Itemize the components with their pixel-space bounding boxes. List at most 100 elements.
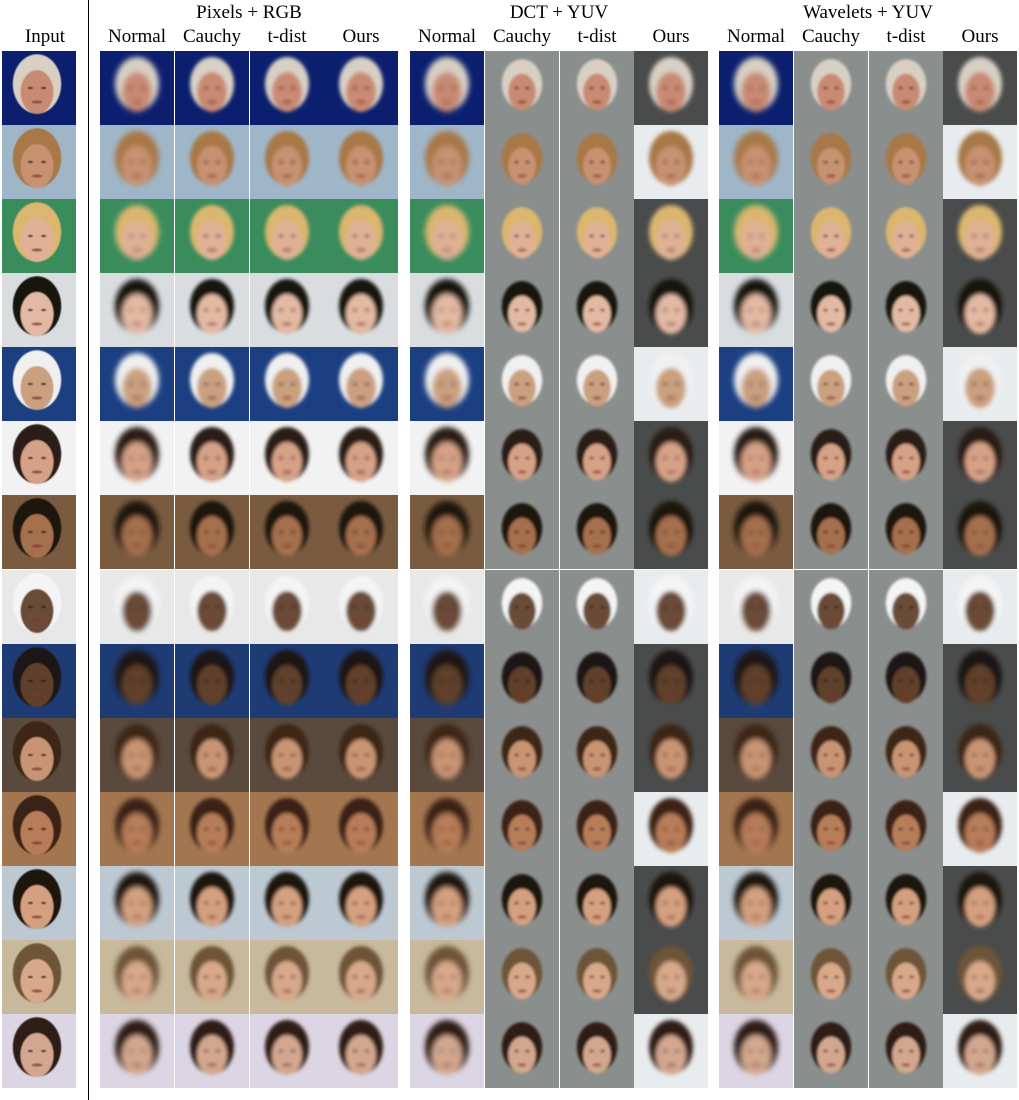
reconstruction-cell <box>324 199 398 273</box>
face-image <box>634 718 708 792</box>
reconstruction-cell <box>634 792 708 866</box>
face-image <box>794 866 868 940</box>
face-image <box>100 1014 174 1088</box>
face-image <box>719 199 793 273</box>
face-image <box>100 199 174 273</box>
face-image <box>250 866 324 940</box>
face-image <box>250 273 324 347</box>
reconstruction-cell <box>324 421 398 495</box>
reconstruction-cell <box>485 644 559 718</box>
reconstruction-cell <box>250 199 324 273</box>
face-image <box>560 1014 634 1088</box>
reconstruction-cell <box>324 718 398 792</box>
column-label: Cauchy <box>801 26 861 47</box>
face-image <box>100 125 174 199</box>
reconstruction-cell <box>250 1014 324 1088</box>
reconstruction-cell <box>100 347 174 421</box>
face-image <box>719 347 793 421</box>
reconstruction-cell <box>324 1014 398 1088</box>
face-image <box>175 421 249 495</box>
reconstruction-cell <box>410 421 484 495</box>
reconstruction-cell <box>634 125 708 199</box>
reconstruction-cell <box>100 495 174 569</box>
face-image <box>410 273 484 347</box>
face-image <box>634 1014 708 1088</box>
reconstruction-cell <box>485 1014 559 1088</box>
face-image <box>794 125 868 199</box>
reconstruction-cell <box>719 273 793 347</box>
reconstruction-cell <box>175 718 249 792</box>
face-image <box>2 1014 76 1088</box>
reconstruction-cell <box>869 644 943 718</box>
face-image <box>324 644 398 718</box>
face-image <box>2 199 76 273</box>
face-image <box>175 866 249 940</box>
reconstruction-cell <box>560 866 634 940</box>
reconstruction-cell <box>719 792 793 866</box>
reconstruction-cell <box>719 51 793 125</box>
reconstruction-cell <box>869 495 943 569</box>
reconstruction-cell <box>794 273 868 347</box>
reconstruction-cell <box>560 940 634 1014</box>
reconstruction-cell <box>410 273 484 347</box>
reconstruction-cell <box>634 199 708 273</box>
reconstruction-cell <box>250 421 324 495</box>
face-image <box>2 866 76 940</box>
reconstruction-cell <box>324 347 398 421</box>
input-face-cell <box>2 1014 76 1088</box>
reconstruction-cell <box>100 570 174 644</box>
reconstruction-cell <box>250 940 324 1014</box>
face-image <box>719 273 793 347</box>
reconstruction-cell <box>410 866 484 940</box>
face-image <box>719 940 793 1014</box>
reconstruction-cell <box>175 125 249 199</box>
face-image <box>869 718 943 792</box>
reconstruction-cell <box>485 792 559 866</box>
face-image <box>869 347 943 421</box>
face-image <box>943 273 1017 347</box>
face-image <box>634 51 708 125</box>
column-label: Ours <box>342 26 380 47</box>
reconstruction-cell <box>250 495 324 569</box>
face-image <box>560 866 634 940</box>
reconstruction-cell <box>410 570 484 644</box>
face-image <box>485 644 559 718</box>
face-image <box>943 1014 1017 1088</box>
reconstruction-cell <box>634 644 708 718</box>
face-image <box>869 495 943 569</box>
face-image <box>324 940 398 1014</box>
input-face-cell <box>2 866 76 940</box>
face-image <box>175 940 249 1014</box>
reconstruction-cell <box>324 792 398 866</box>
reconstruction-cell <box>250 644 324 718</box>
face-image <box>634 644 708 718</box>
face-image <box>560 495 634 569</box>
reconstruction-cell <box>560 51 634 125</box>
reconstruction-cell <box>100 792 174 866</box>
face-image <box>634 273 708 347</box>
input-face-cell <box>2 718 76 792</box>
face-image <box>100 866 174 940</box>
face-image <box>560 199 634 273</box>
face-image <box>794 1014 868 1088</box>
reconstruction-cell <box>250 125 324 199</box>
reconstruction-cell <box>410 347 484 421</box>
reconstruction-cell <box>410 51 484 125</box>
reconstruction-cell <box>100 866 174 940</box>
face-image <box>100 940 174 1014</box>
reconstruction-cell <box>324 570 398 644</box>
reconstruction-cell <box>100 273 174 347</box>
face-image <box>410 1014 484 1088</box>
face-image <box>250 125 324 199</box>
column-label: Normal <box>726 26 786 47</box>
face-image <box>100 421 174 495</box>
reconstruction-cell <box>869 792 943 866</box>
face-image <box>410 421 484 495</box>
face-image <box>175 347 249 421</box>
face-image <box>175 273 249 347</box>
face-image <box>485 495 559 569</box>
face-image <box>324 51 398 125</box>
figure-caption-fragment <box>0 1091 1019 1100</box>
face-image <box>634 866 708 940</box>
face-image <box>943 866 1017 940</box>
